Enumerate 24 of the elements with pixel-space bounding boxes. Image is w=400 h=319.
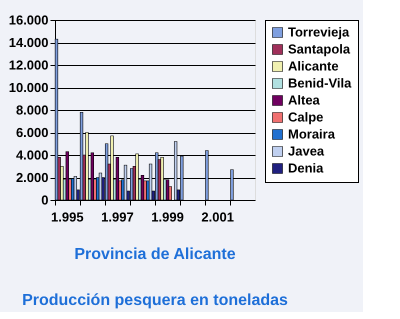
y-tick-label: 4.000 [16,148,48,162]
legend-label: Altea [288,92,321,108]
legend-label: Torrevieja [288,24,350,40]
legend-label: Santapola [288,42,351,56]
y-tick-label: 0 [41,192,48,208]
y-tick-label: 8.000 [16,102,48,118]
y-tick-label: 12.000 [8,58,48,72]
x-tick-label: 1.997 [101,210,134,224]
x-tick-label: 2.001 [201,210,234,224]
y-tick-label: 14.000 [8,35,48,50]
legend-label: Javea [288,144,325,158]
legend-label: Moraira [288,126,336,142]
y-tick-label: 16.000 [8,12,48,28]
text: Provincia de Alicante [74,246,236,263]
x-tick-label: 1.995 [51,210,84,224]
legend-label: Calpe [288,110,324,124]
legend-label: Benid-Vila [288,76,352,90]
legend-label: Denia [288,160,324,176]
x-tick-label: 1.999 [151,210,184,224]
y-tick-label: 10.000 [8,80,48,95]
text: Producción pesquera en toneladas [22,292,288,309]
y-tick-label: 2.000 [16,170,48,185]
y-tick-label: 6.000 [16,125,48,140]
legend-label: Alicante [288,58,339,74]
